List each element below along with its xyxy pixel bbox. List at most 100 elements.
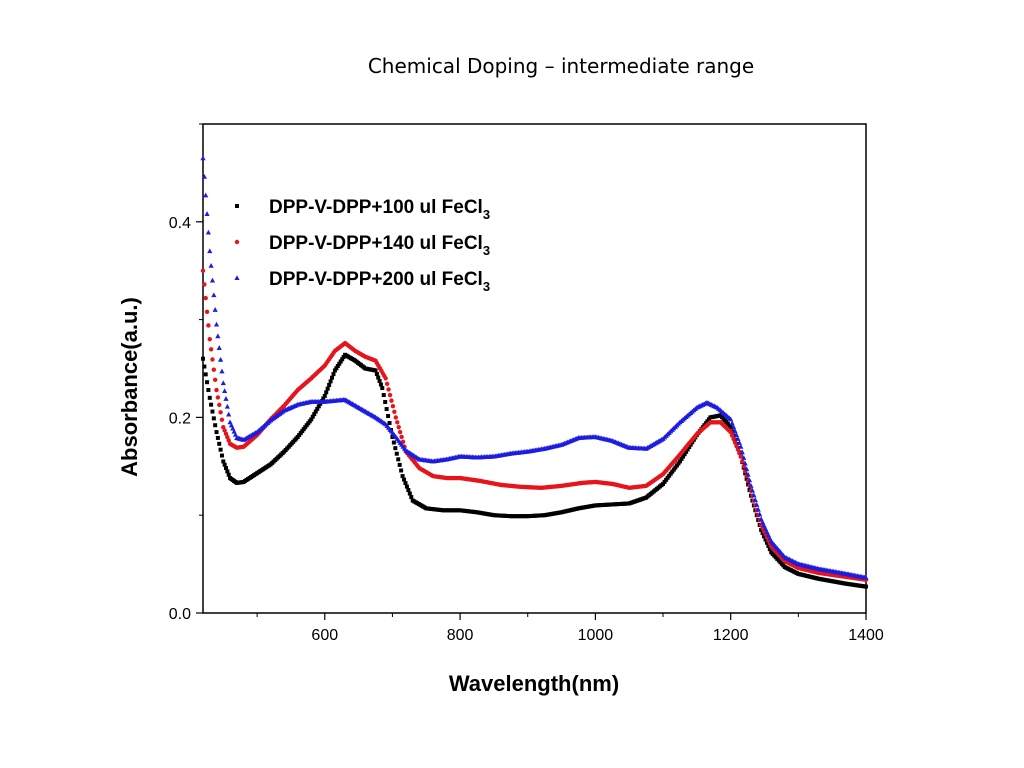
data-point (384, 381, 390, 387)
data-point (322, 393, 327, 398)
data-point (662, 479, 667, 484)
y-axis-title: Absorbance(a.u.) (117, 297, 142, 477)
data-point (729, 433, 735, 438)
series-2 (200, 268, 869, 582)
data-point (728, 429, 733, 435)
data-point (400, 474, 405, 479)
data-point (205, 229, 212, 235)
data-point (864, 584, 868, 589)
data-point (733, 432, 740, 438)
data-point (728, 425, 733, 430)
x-tick-label: 1000 (578, 627, 614, 644)
data-point (332, 368, 337, 373)
data-point (749, 487, 756, 493)
data-point (397, 429, 403, 435)
data-point (325, 386, 330, 391)
data-point (200, 268, 206, 273)
legend-item: DPP-V-DPP+100 ul FeCl3 (235, 197, 490, 222)
data-point (321, 396, 326, 401)
data-point (745, 471, 751, 477)
data-point (396, 424, 401, 430)
data-point (767, 547, 772, 552)
data-point (409, 495, 414, 500)
data-point (687, 445, 692, 450)
data-point (386, 414, 391, 419)
data-point (215, 395, 221, 400)
data-point (209, 277, 216, 283)
data-point (667, 473, 672, 478)
legend-marker (234, 275, 240, 280)
legend-marker (234, 239, 240, 245)
data-point (212, 307, 218, 312)
legend-label: DPP-V-DPP+200 ul FeCl3 (269, 269, 490, 294)
data-point (340, 357, 345, 362)
data-point (214, 430, 219, 435)
data-point (209, 402, 214, 407)
data-point (757, 511, 763, 517)
data-point (766, 543, 771, 548)
data-point (383, 400, 388, 405)
data-point (739, 449, 745, 455)
data-point (664, 477, 669, 482)
data-point (752, 497, 758, 503)
legend-label: DPP-V-DPP+100 ul FeCl3 (269, 197, 490, 222)
data-point (219, 417, 225, 422)
data-point (755, 506, 761, 512)
data-point (735, 436, 741, 441)
data-point (762, 534, 767, 539)
data-point (206, 323, 211, 328)
chart-title: Chemical Doping – intermediate range (367, 54, 755, 78)
data-point (730, 424, 737, 430)
series-layer (200, 155, 869, 589)
data-point (327, 382, 332, 387)
data-point (759, 527, 764, 532)
data-point (223, 396, 229, 401)
x-axis-title: Wavelength(nm) (449, 671, 619, 696)
series-3 (200, 155, 869, 580)
data-point (760, 531, 765, 536)
data-point (200, 155, 206, 161)
data-point (205, 380, 210, 385)
data-point (224, 403, 230, 409)
data-point (744, 466, 750, 472)
data-point (335, 363, 340, 368)
data-point (218, 410, 223, 415)
data-point (764, 540, 769, 545)
data-point (671, 467, 676, 472)
data-point (210, 409, 215, 414)
data-point (337, 361, 342, 366)
data-point (403, 481, 408, 486)
data-point (204, 211, 210, 216)
data-point (221, 424, 226, 430)
data-point (202, 282, 207, 287)
data-point (316, 404, 321, 409)
data-point (732, 428, 738, 434)
data-point (685, 447, 690, 452)
data-point (668, 471, 673, 476)
data-point (380, 386, 385, 391)
legend: DPP-V-DPP+100 ul FeCl3 DPP-V-DPP+140 ul F… (234, 197, 490, 294)
data-point (330, 375, 335, 380)
data-point (222, 462, 227, 467)
data-point (208, 263, 214, 268)
data-point (734, 443, 739, 449)
data-point (204, 309, 210, 314)
data-point (201, 174, 207, 179)
data-point (670, 469, 675, 474)
data-point (324, 390, 329, 395)
data-point (674, 463, 679, 468)
data-point (397, 462, 402, 467)
data-point (208, 347, 214, 352)
data-point (384, 407, 389, 412)
data-point (217, 356, 224, 362)
data-point (213, 423, 218, 428)
data-point (738, 443, 744, 449)
y-tick-label: 0.4 (169, 215, 191, 232)
data-point (214, 387, 219, 393)
data-point (222, 388, 228, 393)
data-point (751, 492, 757, 498)
data-point (390, 404, 396, 409)
data-point (310, 414, 315, 419)
axes-layer: 600 800 1000 1200 1400 0.0 0.2 0.4 (169, 123, 884, 644)
